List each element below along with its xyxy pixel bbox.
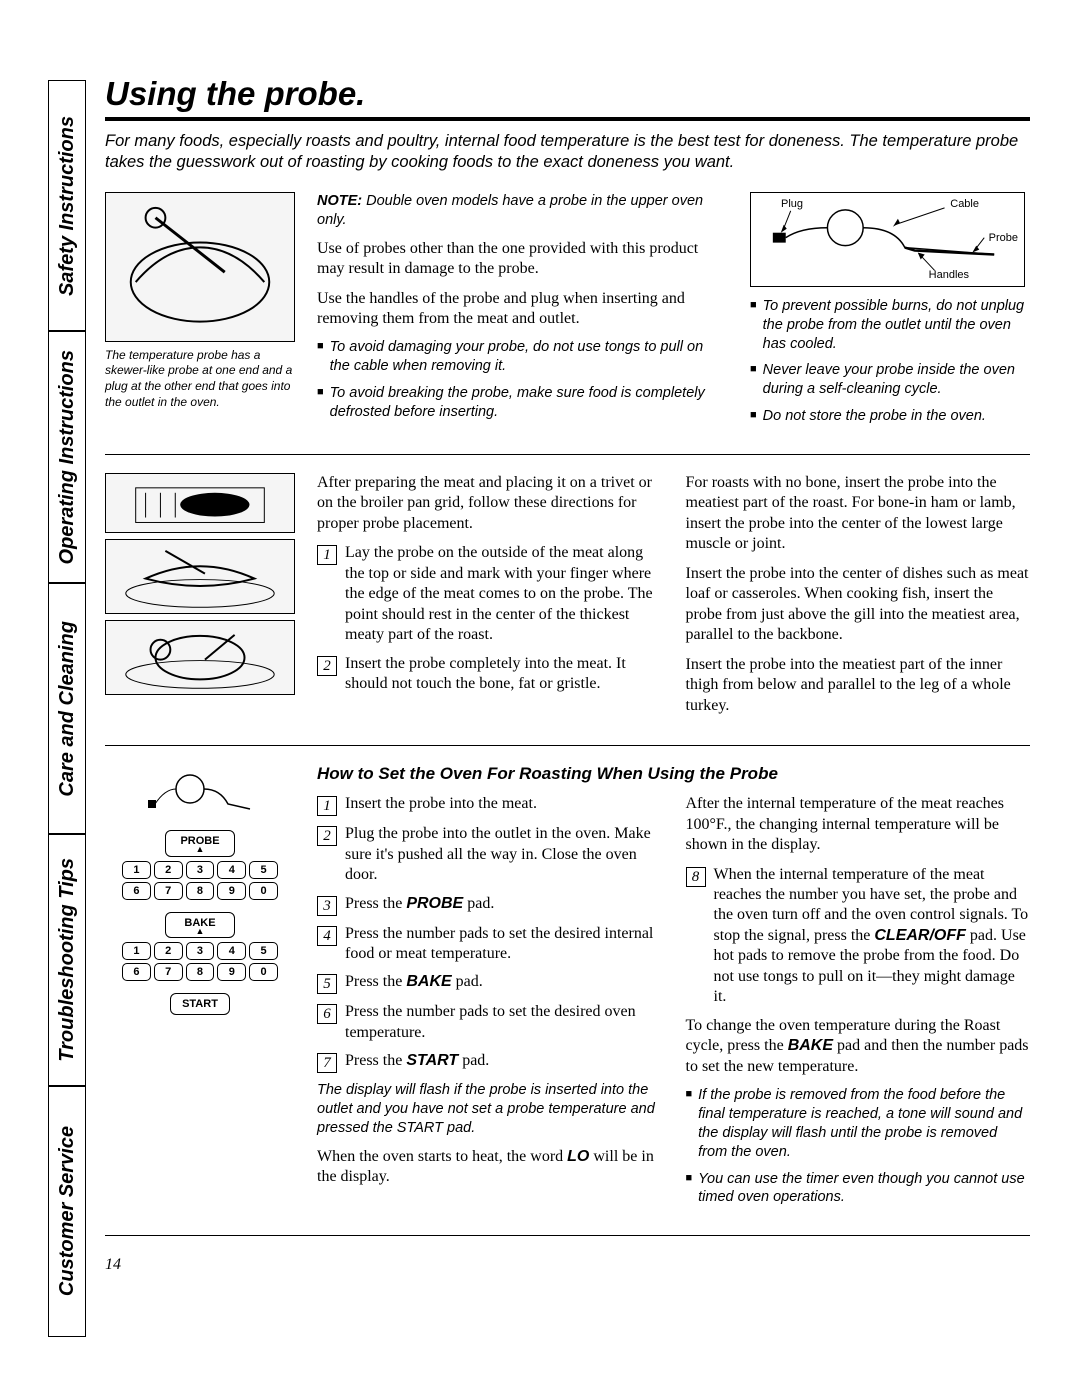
key-7[interactable]: 7 (154, 882, 183, 900)
broiler-illustration (105, 473, 295, 533)
step-2-insert: 2Insert the probe completely into the me… (317, 654, 662, 695)
keypad-row-2: 6 7 8 9 0 (122, 882, 278, 900)
section-placement: After preparing the meat and placing it … (105, 473, 1030, 746)
step-8: 8When the internal temperature of the me… (686, 865, 1031, 1008)
lbl-probe: Probe (989, 231, 1018, 245)
key-7b[interactable]: 7 (154, 963, 183, 981)
lo-note: When the oven starts to heat, the word L… (317, 1147, 662, 1188)
lbl-handles: Handles (929, 268, 969, 282)
bullet-burns: To prevent possible burns, do not unplug… (750, 297, 1030, 354)
key-0[interactable]: 0 (249, 882, 278, 900)
roast-caption: The temperature probe has a skewer-like … (105, 348, 295, 410)
step-1: 1Insert the probe into the meat. (317, 794, 662, 816)
keypad-row-1: 1 2 3 4 5 (122, 861, 278, 879)
key-8b[interactable]: 8 (186, 963, 215, 981)
p-placement-intro: After preparing the meat and placing it … (317, 473, 662, 534)
key-1b[interactable]: 1 (122, 942, 151, 960)
tab-troubleshooting[interactable]: Troubleshooting Tips (48, 834, 86, 1085)
title-rule (105, 117, 1030, 121)
note-text: Double oven models have a probe in the u… (317, 193, 703, 228)
step-6: 6Press the number pads to set the desire… (317, 1002, 662, 1043)
p-roasts: For roasts with no bone, insert the prob… (686, 473, 1031, 555)
keypad-row-4: 6 7 8 9 0 (122, 963, 278, 981)
step-3: 3Press the PROBE pad. (317, 894, 662, 916)
key-5b[interactable]: 5 (249, 942, 278, 960)
step-5: 5Press the BAKE pad. (317, 972, 662, 994)
probe-small-icon (140, 764, 260, 824)
bullet-tongs: To avoid damaging your probe, do not use… (317, 338, 726, 376)
page-number: 14 (105, 1256, 121, 1274)
how-to-heading: How to Set the Oven For Roasting When Us… (317, 764, 1030, 784)
p-change-temp: To change the oven temperature during th… (686, 1016, 1031, 1077)
tab-safety[interactable]: Safety Instructions (48, 80, 86, 331)
page-title: Using the probe. (105, 75, 1030, 113)
tab-care[interactable]: Care and Cleaning (48, 583, 86, 834)
step-7: 7Press the START pad. (317, 1051, 662, 1073)
probe-button[interactable]: PROBE▲ (165, 830, 235, 857)
key-5[interactable]: 5 (249, 861, 278, 879)
key-3[interactable]: 3 (186, 861, 215, 879)
key-8[interactable]: 8 (186, 882, 215, 900)
sidebar-tabs: Safety Instructions Operating Instructio… (48, 80, 86, 1337)
bullet-timer: You can use the timer even though you ca… (686, 1170, 1031, 1208)
section-probe-intro: The temperature probe has a skewer-like … (105, 192, 1030, 455)
key-6b[interactable]: 6 (122, 963, 151, 981)
lbl-cable: Cable (950, 197, 979, 211)
turkey-illustration (105, 620, 295, 695)
bullet-defrost: To avoid breaking the probe, make sure f… (317, 384, 726, 422)
p-turkey: Insert the probe into the meatiest part … (686, 655, 1031, 716)
bullet-selfclean: Never leave your probe inside the oven d… (750, 361, 1030, 399)
p-100f: After the internal temperature of the me… (686, 794, 1031, 855)
key-3b[interactable]: 3 (186, 942, 215, 960)
probe-diagram: Plug Cable Probe Handles (750, 192, 1025, 287)
p-other-probes: Use of probes other than the one provide… (317, 239, 726, 280)
key-9b[interactable]: 9 (217, 963, 246, 981)
tab-operating[interactable]: Operating Instructions (48, 331, 86, 582)
keypad: PROBE▲ 1 2 3 4 5 6 7 8 9 0 BAKE▲ 1 (122, 830, 278, 1015)
lbl-plug: Plug (781, 197, 803, 211)
p-dishes: Insert the probe into the center of dish… (686, 564, 1031, 646)
step-1-lay: 1Lay the probe on the outside of the mea… (317, 543, 662, 645)
keypad-row-3: 1 2 3 4 5 (122, 942, 278, 960)
section-how-to-set: PROBE▲ 1 2 3 4 5 6 7 8 9 0 BAKE▲ 1 (105, 764, 1030, 1236)
fish-illustration (105, 539, 295, 614)
page-content: Using the probe. For many foods, especia… (105, 75, 1030, 1254)
key-4[interactable]: 4 (217, 861, 246, 879)
step-2: 2Plug the probe into the outlet in the o… (317, 824, 662, 885)
intro-text: For many foods, especially roasts and po… (105, 131, 1030, 174)
bake-button[interactable]: BAKE▲ (165, 912, 235, 939)
bullet-store: Do not store the probe in the oven. (750, 407, 1030, 426)
key-2b[interactable]: 2 (154, 942, 183, 960)
roast-illustration (105, 192, 295, 342)
step-4: 4Press the number pads to set the desire… (317, 924, 662, 965)
key-4b[interactable]: 4 (217, 942, 246, 960)
display-flash-note: The display will flash if the probe is i… (317, 1081, 662, 1138)
key-0b[interactable]: 0 (249, 963, 278, 981)
key-2[interactable]: 2 (154, 861, 183, 879)
start-button[interactable]: START (170, 993, 230, 1015)
p-handles: Use the handles of the probe and plug wh… (317, 289, 726, 330)
key-1[interactable]: 1 (122, 861, 151, 879)
note-lead: NOTE: (317, 193, 362, 209)
key-9[interactable]: 9 (217, 882, 246, 900)
key-6[interactable]: 6 (122, 882, 151, 900)
bullet-probe-removed: If the probe is removed from the food be… (686, 1086, 1031, 1161)
tab-customer-service[interactable]: Customer Service (48, 1086, 86, 1337)
